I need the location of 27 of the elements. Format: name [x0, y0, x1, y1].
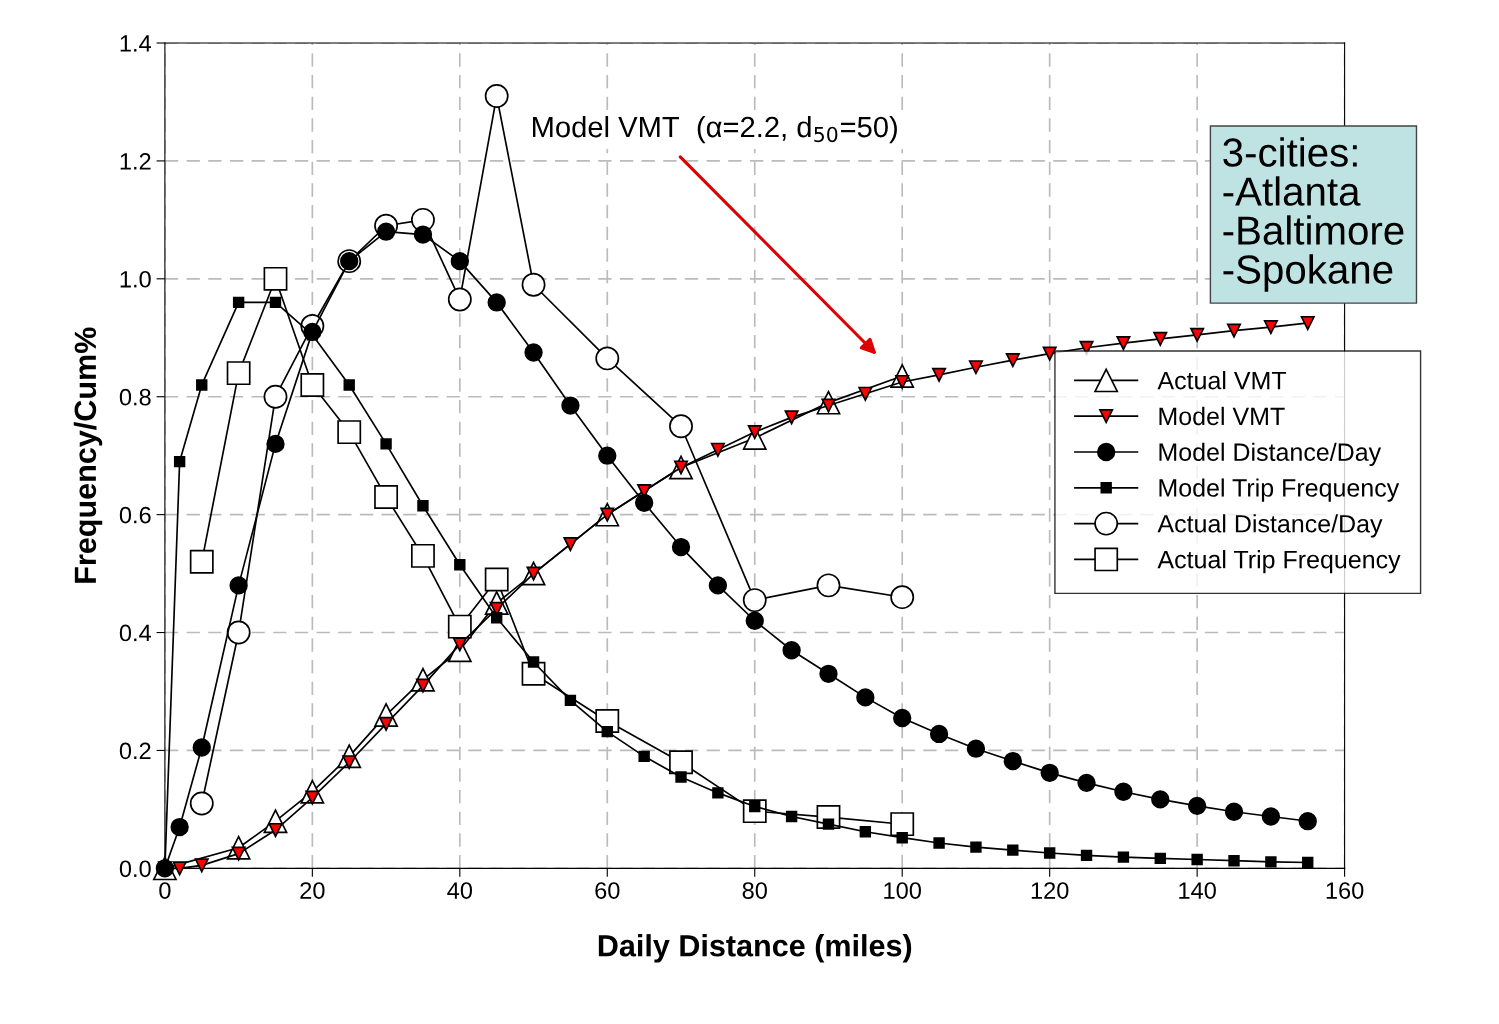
annotation: 3-cities: -Atlanta -Baltimore -Spokane	[1223, 137, 1404, 292]
y-tick-label: 0.4	[119, 624, 152, 642]
x-tick-label: 60	[595, 882, 620, 899]
x-tick-label: 120	[1031, 882, 1069, 899]
x-tick-label: 20	[300, 882, 325, 899]
x-tick-label: 140	[1179, 882, 1216, 899]
y-tick-label: 0.8	[119, 388, 151, 406]
x-axis-title: Daily Distance (miles)	[598, 934, 912, 963]
legend-label: Actual VMT	[1157, 371, 1287, 390]
y-tick-label: 1.0	[120, 270, 151, 288]
legend-label: Model Distance/Day	[1159, 442, 1382, 466]
y-tick-label: 0.6	[119, 506, 151, 524]
x-tick-label: 40	[447, 882, 473, 899]
y-tick-label: 0.0	[119, 860, 151, 878]
y-tick-label: 0.2	[119, 742, 151, 760]
annotation: Model VMT (α=2.2, d$_{50}$=50)	[532, 115, 897, 144]
x-tick-label: 160	[1326, 882, 1364, 899]
y-tick-label: 1.2	[120, 152, 151, 170]
x-tick-label: 80	[742, 882, 767, 899]
legend-label: Model Trip Frequency	[1159, 478, 1400, 502]
x-tick-label: 100	[884, 882, 921, 899]
legend-label: Model VMT	[1159, 406, 1285, 426]
legend-label: Actual Distance/Day	[1157, 514, 1383, 538]
legend-label: Actual Trip Frequency	[1157, 550, 1401, 574]
y-axis-title: Frequency/Cum%	[73, 327, 103, 583]
x-tick-label: 0	[159, 882, 171, 899]
y-tick-label: 1.4	[120, 35, 152, 52]
